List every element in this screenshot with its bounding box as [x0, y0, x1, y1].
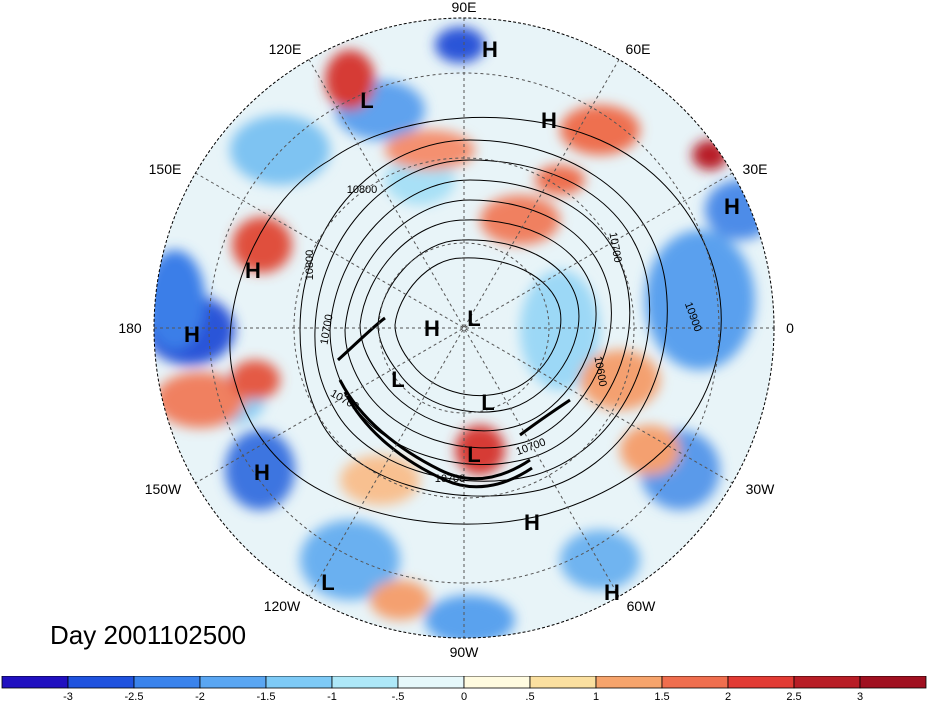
- lon-label-0: 0: [786, 320, 794, 336]
- colorbar-swatch: [661, 676, 729, 689]
- map-title: Day 2001102500: [50, 620, 247, 650]
- lon-label-30e: 30E: [743, 161, 768, 177]
- pressure-center-label: L: [391, 367, 404, 392]
- colorbar-tick-label: 1: [593, 691, 599, 702]
- colorbar-swatch: [397, 676, 465, 689]
- pressure-center-label: H: [424, 316, 440, 341]
- longitude-labels: 90E 60E 30E 0 30W 60W 90W 120W 150W 180 …: [118, 0, 794, 660]
- pressure-centers: H H L H H H H L L L L H H L H: [184, 37, 740, 605]
- colorbar-swatch: [331, 676, 399, 689]
- colorbar-swatches: [1, 676, 927, 689]
- colorbar-tick-label: 1.5: [654, 691, 669, 702]
- colorbar-swatch: [133, 676, 201, 689]
- colorbar-tick-label: -2: [195, 691, 205, 702]
- lon-label-90w: 90W: [450, 644, 480, 660]
- lon-label-150w: 150W: [145, 481, 182, 497]
- colorbar: -3 -2.5 -2 -1.5 -1 -.5 0 .5 1 1.5 2 2.5 3: [1, 676, 927, 702]
- pressure-center-label: L: [360, 88, 373, 113]
- colorbar-swatch: [793, 676, 861, 689]
- height-contours: [229, 116, 722, 525]
- colorbar-swatch: [595, 676, 663, 689]
- pressure-center-label: L: [481, 390, 494, 415]
- colorbar-tick-label: 0: [461, 691, 467, 702]
- pressure-center-label: L: [467, 306, 480, 331]
- colorbar-swatch: [463, 676, 531, 689]
- colorbar-swatch: [265, 676, 333, 689]
- colorbar-tick-label: -.5: [392, 691, 405, 702]
- pressure-center-label: H: [541, 108, 557, 133]
- lon-label-150e: 150E: [149, 161, 182, 177]
- lon-label-60w: 60W: [627, 598, 657, 614]
- lon-label-120e: 120E: [269, 41, 302, 57]
- pressure-center-label: H: [524, 510, 540, 535]
- contour-label: 10700: [318, 313, 335, 345]
- contour-label: 10600: [591, 355, 608, 387]
- colorbar-tick-label: 2.5: [786, 691, 801, 702]
- colorbar-swatch: [67, 676, 135, 689]
- colorbar-tick-labels: -3 -2.5 -2 -1.5 -1 -.5 0 .5 1 1.5 2 2.5 3: [63, 691, 863, 702]
- contour-label: 10700: [435, 473, 466, 485]
- pressure-center-label: L: [467, 442, 480, 467]
- contour-label: 10800: [347, 184, 378, 196]
- pressure-center-label: H: [184, 322, 200, 347]
- colorbar-tick-label: 3: [857, 691, 863, 702]
- lon-label-90e: 90E: [452, 0, 477, 15]
- map-boundary: [153, 17, 775, 639]
- colorbar-swatch: [859, 676, 927, 689]
- pressure-center-label: H: [604, 580, 620, 605]
- lon-label-30w: 30W: [746, 481, 776, 497]
- lon-label-60e: 60E: [626, 41, 651, 57]
- colorbar-swatch: [199, 676, 267, 689]
- contour-label: 10700: [606, 231, 623, 263]
- colorbar-tick-label: .5: [525, 691, 534, 702]
- pressure-center-label: H: [724, 194, 740, 219]
- colorbar-tick-label: -3: [63, 691, 73, 702]
- lon-label-180: 180: [118, 320, 142, 336]
- pressure-center-label: H: [482, 37, 498, 62]
- contour-label: 10800: [304, 250, 316, 281]
- colorbar-swatch: [529, 676, 597, 689]
- pressure-center-label: H: [245, 258, 261, 283]
- colorbar-tick-label: -1.5: [257, 691, 276, 702]
- colorbar-tick-label: 2: [725, 691, 731, 702]
- colorbar-tick-label: -2.5: [125, 691, 144, 702]
- polar-stereographic-map: 90E 60E 30E 0 30W 60W 90W 120W 150W 180 …: [118, 0, 794, 660]
- pressure-center-label: L: [321, 570, 334, 595]
- graticule: [154, 18, 774, 638]
- anomaly-field: [154, 18, 774, 638]
- colorbar-swatch: [1, 676, 69, 689]
- colorbar-swatch: [727, 676, 795, 689]
- pressure-center-label: H: [254, 460, 270, 485]
- lon-label-120w: 120W: [264, 598, 301, 614]
- colorbar-tick-label: -1: [327, 691, 337, 702]
